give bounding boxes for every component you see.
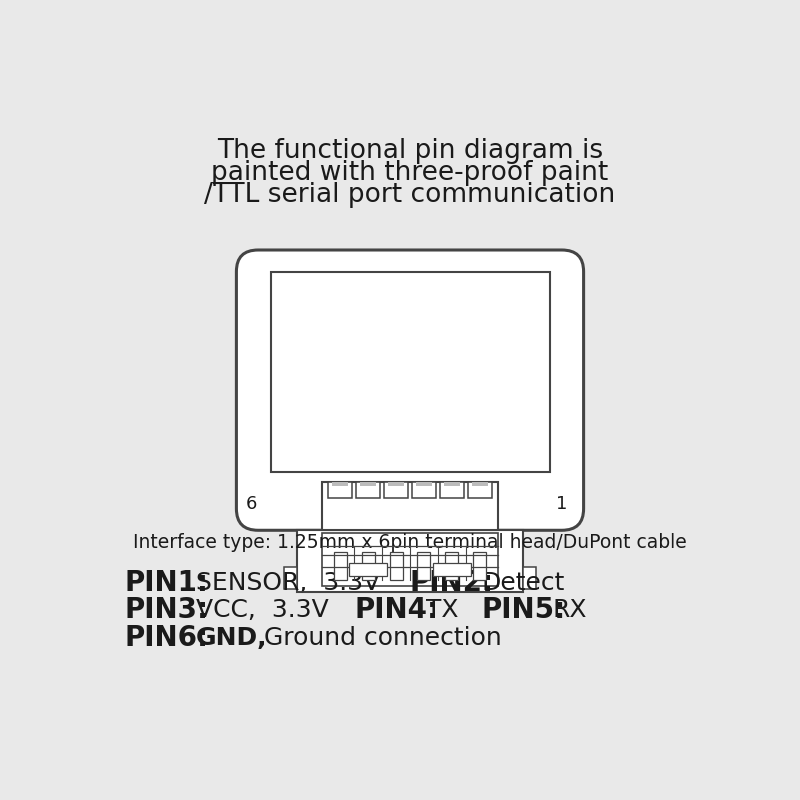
Bar [471,482,488,486]
Text: RX: RX [553,598,587,622]
Bar [384,482,408,498]
Text: PIN5:: PIN5: [482,596,566,624]
Text: SENSOR,  3.3V: SENSOR, 3.3V [196,570,380,594]
Bar [270,271,550,472]
Bar [522,567,536,589]
Text: Ground connection: Ground connection [264,626,502,650]
FancyBboxPatch shape [237,250,584,530]
Bar [334,552,346,581]
Text: 1: 1 [556,494,567,513]
Text: GND,: GND, [196,626,267,650]
Bar [440,482,464,498]
Bar [433,563,471,576]
Text: TX: TX [426,598,458,622]
Bar [322,534,498,586]
Text: PIN6:: PIN6: [125,624,209,652]
Bar [332,482,349,486]
Bar [329,482,352,498]
Bar [388,482,404,486]
Bar [360,482,376,486]
Bar [474,552,486,581]
Text: VCC,  3.3V: VCC, 3.3V [196,598,329,622]
Text: PIN2:: PIN2: [410,569,494,597]
Text: PIN3:: PIN3: [125,596,209,624]
Bar [284,567,298,589]
Text: /TTL serial port communication: /TTL serial port communication [204,182,616,207]
Bar [444,482,460,486]
Text: Interface type: 1.25mm x 6pin terminal head/DuPont cable: Interface type: 1.25mm x 6pin terminal h… [133,533,687,552]
Text: Detect: Detect [482,570,565,594]
Bar [390,552,402,581]
Text: painted with three-proof paint: painted with three-proof paint [211,160,609,186]
Bar [446,552,458,581]
Text: The functional pin diagram is: The functional pin diagram is [217,138,603,165]
Bar [468,482,491,498]
Bar [349,563,387,576]
Bar [298,530,522,592]
Bar [322,482,498,530]
Bar [416,482,432,486]
Text: 6: 6 [246,494,258,513]
Text: PIN4:: PIN4: [354,596,438,624]
Bar [412,482,436,498]
Bar [418,552,430,581]
Text: PIN1:: PIN1: [125,569,209,597]
Bar [362,552,374,581]
Bar [356,482,380,498]
